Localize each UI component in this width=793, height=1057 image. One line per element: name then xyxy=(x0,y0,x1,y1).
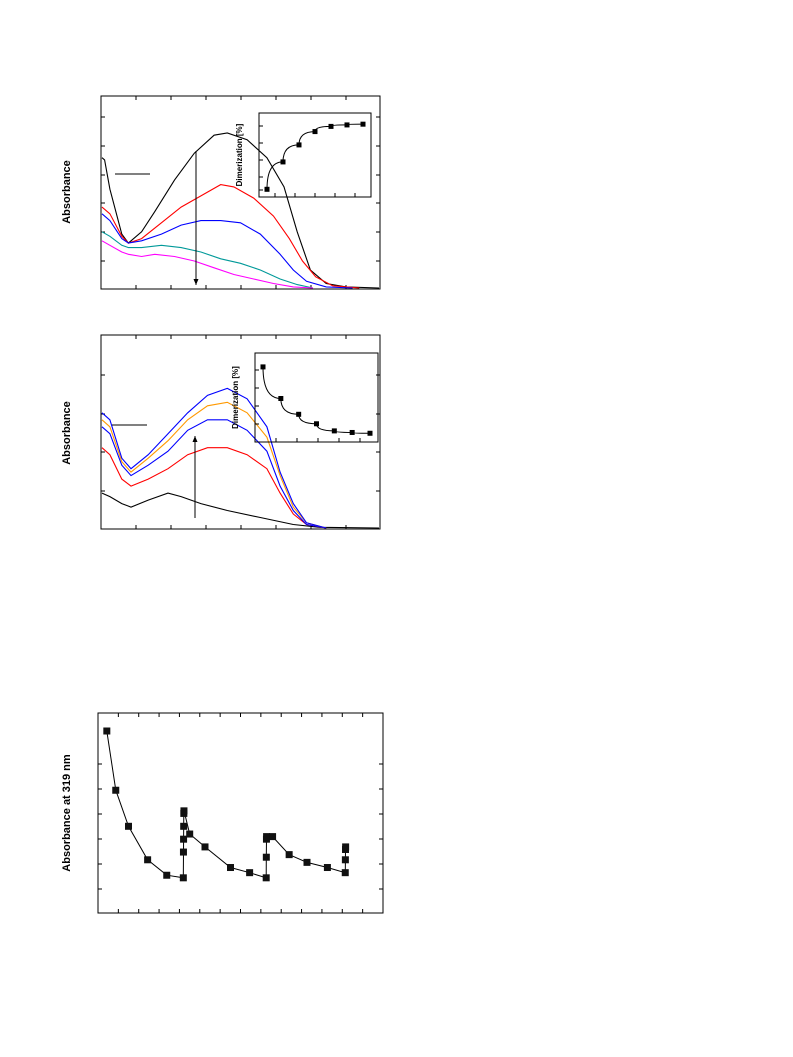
time-course-data-point xyxy=(341,856,349,864)
inset-panel-1-data-point xyxy=(344,122,350,128)
inset-panel-2-data-point xyxy=(349,429,355,435)
inset-panel-2-y-axis-label: Dimerization [%] xyxy=(231,366,240,429)
inset-panel-2-data-point xyxy=(331,428,337,434)
time-course-data-point xyxy=(227,864,234,872)
time-course-data-point xyxy=(285,851,293,859)
time-course-data-point xyxy=(262,874,270,882)
inset-panel-2-data-point xyxy=(296,411,302,417)
inset-panel-1-data-point xyxy=(360,121,366,127)
time-course-panel-frame xyxy=(97,712,384,914)
spectrum-panel-2-series-line-4 xyxy=(101,401,327,529)
time-course-data-point xyxy=(342,843,350,851)
spectrum-panel-1-y-axis-label: Absorbance xyxy=(61,160,73,224)
time-course-data-point xyxy=(125,822,132,830)
inset-panel-2-data-point xyxy=(314,421,319,427)
inset-panel-1-data-point xyxy=(264,186,270,192)
spectrum-panel-1-series-line-2 xyxy=(101,184,360,289)
time-course-data-point xyxy=(179,848,187,856)
spectrum-panel-2-series-line-3 xyxy=(101,419,327,529)
inset-panel-2-frame xyxy=(254,352,379,443)
inset-panel-2-data-point xyxy=(278,396,284,401)
spectrum-panel-2-series-line-1 xyxy=(101,492,380,529)
time-course-data-point xyxy=(180,807,188,815)
time-course-data-point xyxy=(263,833,271,841)
time-course-data-point xyxy=(180,822,188,830)
time-course-panel-y-axis-label: Absorbance at 319 nm xyxy=(61,754,73,872)
time-course-data-point xyxy=(201,843,209,851)
time-course-data-point xyxy=(144,856,152,864)
spectrum-panel-1-trend-arrow-head xyxy=(193,279,199,285)
time-course-data-point xyxy=(163,871,171,879)
time-course-data-point xyxy=(186,830,194,838)
time-course-data-point xyxy=(323,864,331,872)
inset-panel-1-data-point xyxy=(328,123,334,129)
inset-panel-1-y-axis-label: Dimerization [%] xyxy=(235,123,244,186)
inset-panel-2-data-point xyxy=(367,430,373,436)
spectrum-panel-1-series-line-3 xyxy=(101,213,353,289)
time-course-data-point xyxy=(341,869,349,877)
spectrum-panel-2-series-line-2 xyxy=(101,447,327,529)
inset-panel-2-data-point xyxy=(260,364,266,370)
time-course-line xyxy=(106,730,347,879)
time-course-data-point xyxy=(112,786,120,794)
spectrum-panel-1-series-line-4 xyxy=(101,231,314,289)
spectrum-panel-2-trend-arrow-head xyxy=(192,436,198,442)
time-course-data-point xyxy=(303,858,311,866)
time-course-data-point xyxy=(269,833,277,841)
spectrum-panel-1-series-line-5 xyxy=(101,240,314,289)
time-course-data-point xyxy=(180,835,188,843)
time-course-data-point xyxy=(262,853,270,861)
spectrum-panel-2-series-line-5 xyxy=(101,387,327,529)
inset-panel-1-data-point xyxy=(296,142,302,148)
inset-panel-1-data-point xyxy=(280,159,286,165)
time-course-data-point xyxy=(246,869,254,877)
inset-panel-1-frame xyxy=(258,112,372,198)
time-course-data-point xyxy=(103,727,111,735)
inset-panel-1-data-point xyxy=(312,129,318,135)
time-course-data-point xyxy=(179,874,187,882)
spectrum-panel-2-y-axis-label: Absorbance xyxy=(61,401,73,465)
